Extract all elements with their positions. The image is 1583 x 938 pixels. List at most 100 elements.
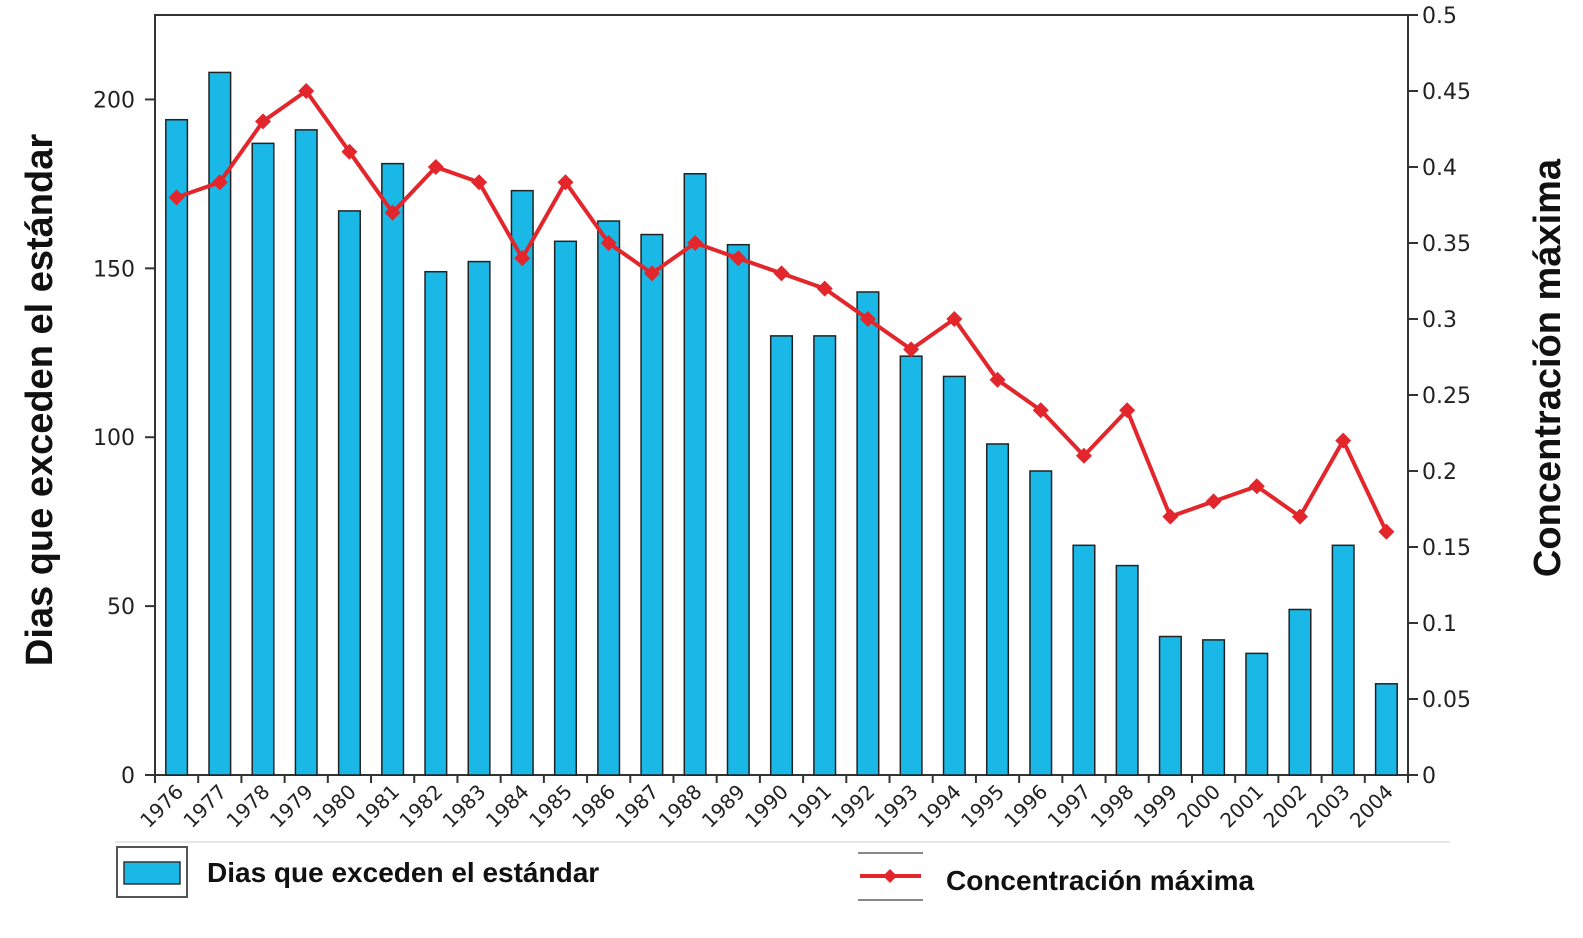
y-left-tick-label: 100: [93, 426, 135, 451]
line-point-1982: [427, 159, 444, 175]
bar-1998: [1115, 564, 1139, 776]
bar-1985: [553, 240, 578, 776]
y-right-tick-label: 0.05: [1422, 688, 1471, 713]
x-tick-label-1978: 1978: [222, 780, 275, 833]
y-right-tick-label: 0: [1422, 764, 1436, 789]
x-tick-label-1988: 1988: [654, 780, 707, 833]
x-tick-label-1990: 1990: [740, 780, 793, 833]
line-point-1976: [168, 189, 185, 206]
y-left-tick-label: 150: [93, 257, 135, 282]
line-point-1999: [1162, 508, 1179, 525]
line-point-1985: [557, 174, 574, 191]
bar-1991: [813, 335, 837, 776]
x-tick-label-2004: 2004: [1345, 780, 1398, 833]
bar-1987: [640, 233, 664, 776]
y-right-tick-label: 0.1: [1422, 612, 1457, 637]
x-tick-label-1992: 1992: [826, 780, 879, 833]
x-tick-label-1981: 1981: [351, 780, 404, 833]
line-point-1994: [946, 311, 963, 327]
bar-1976: [165, 118, 189, 776]
legend-bar-swatch: [123, 861, 181, 885]
legend-line-marker: [883, 869, 897, 883]
line-point-1983: [471, 174, 488, 191]
line-point-1992: [859, 311, 876, 327]
x-tick-label-1993: 1993: [870, 780, 923, 833]
line-point-1986: [600, 235, 617, 251]
bar-1979: [294, 129, 318, 776]
y-right-tick-label: 0.4: [1422, 156, 1457, 181]
right-axis: 0 0.05 0.1 0.15 0.2 0.25 0.3 0.35 0.4 0.45 0.5: [1408, 4, 1471, 789]
line-point-2004: [1378, 523, 1395, 540]
line-point-1993: [903, 341, 920, 358]
x-tick-label-1984: 1984: [481, 780, 534, 833]
x-tick-label-1979: 1979: [265, 780, 318, 833]
bar-1997: [1072, 544, 1096, 776]
x-tick-label-1994: 1994: [913, 780, 966, 833]
line-layer: [168, 83, 1395, 540]
x-tick-label-1987: 1987: [610, 780, 663, 833]
line-point-1997: [1075, 447, 1092, 464]
left-axis: 0 50 100 150 200: [93, 88, 155, 789]
bar-2002: [1288, 608, 1312, 776]
x-tick-label-1976: 1976: [135, 780, 188, 833]
x-tick-label-1999: 1999: [1129, 780, 1182, 833]
x-tick-label-1995: 1995: [956, 780, 1009, 833]
y-right-tick-label: 0.45: [1422, 80, 1471, 105]
line-point-1998: [1119, 402, 1136, 419]
y-right-tick-label: 0.15: [1422, 536, 1471, 561]
line-point-1978: [255, 113, 272, 130]
bar-1986: [597, 220, 621, 776]
x-tick-label-1985: 1985: [524, 780, 577, 833]
y-right-tick-label: 0.2: [1422, 460, 1457, 485]
x-tick-label-1989: 1989: [697, 780, 750, 833]
x-tick-label-1982: 1982: [394, 780, 447, 833]
bar-2003: [1331, 544, 1355, 776]
bar-1992: [856, 291, 880, 776]
line-point-1981: [384, 204, 401, 221]
bar-1990: [769, 335, 794, 776]
x-tick-label-1991: 1991: [783, 780, 836, 833]
bar-1993: [899, 355, 923, 776]
bar-2000: [1202, 639, 1226, 776]
bar-2004: [1374, 683, 1398, 776]
bars-layer: [165, 71, 1398, 776]
bar-1980: [337, 210, 361, 776]
bar-1982: [424, 270, 448, 776]
x-tick-label-1986: 1986: [567, 780, 620, 833]
line-point-1980: [341, 143, 358, 160]
bar-1996: [1029, 470, 1053, 776]
x-tick-label-2002: 2002: [1259, 780, 1312, 833]
y-axis-left-title: Dias que exceden el estándar: [19, 134, 61, 666]
legend-bar-label: Dias que exceden el estándar: [207, 857, 599, 888]
y-left-tick-label: 0: [121, 764, 135, 789]
bar-1984: [510, 189, 534, 776]
bar-1978: [251, 142, 275, 776]
bar-1994: [942, 375, 966, 776]
x-tick-label-2001: 2001: [1215, 780, 1268, 833]
x-tick-label-2003: 2003: [1302, 780, 1355, 833]
line-point-1977: [211, 174, 228, 191]
legend: Dias que exceden el estándar Concentraci…: [115, 841, 1450, 901]
x-tick-label-1977: 1977: [178, 780, 231, 833]
line-point-1990: [773, 265, 790, 282]
bar-1989: [726, 243, 750, 776]
line-point-1996: [1032, 402, 1049, 419]
y-right-tick-label: 0.3: [1422, 308, 1457, 333]
line-point-2001: [1248, 478, 1265, 495]
y-axis-right-title: Concentración máxima: [1527, 158, 1569, 577]
bar-1999: [1158, 635, 1182, 776]
line-point-1979: [298, 83, 315, 99]
bar-1983: [467, 260, 491, 776]
x-tick-label-1998: 1998: [1086, 780, 1139, 833]
bar-1988: [683, 173, 707, 776]
y-left-tick-label: 200: [93, 88, 135, 113]
line-point-1989: [730, 250, 747, 267]
y-right-tick-label: 0.35: [1422, 232, 1471, 257]
x-tick-label-1983: 1983: [438, 780, 491, 833]
x-tick-label-2000: 2000: [1172, 780, 1225, 833]
line-point-1995: [989, 371, 1006, 388]
y-left-tick-label: 50: [107, 595, 135, 620]
bar-1977: [208, 71, 232, 776]
line-point-1991: [816, 280, 833, 297]
